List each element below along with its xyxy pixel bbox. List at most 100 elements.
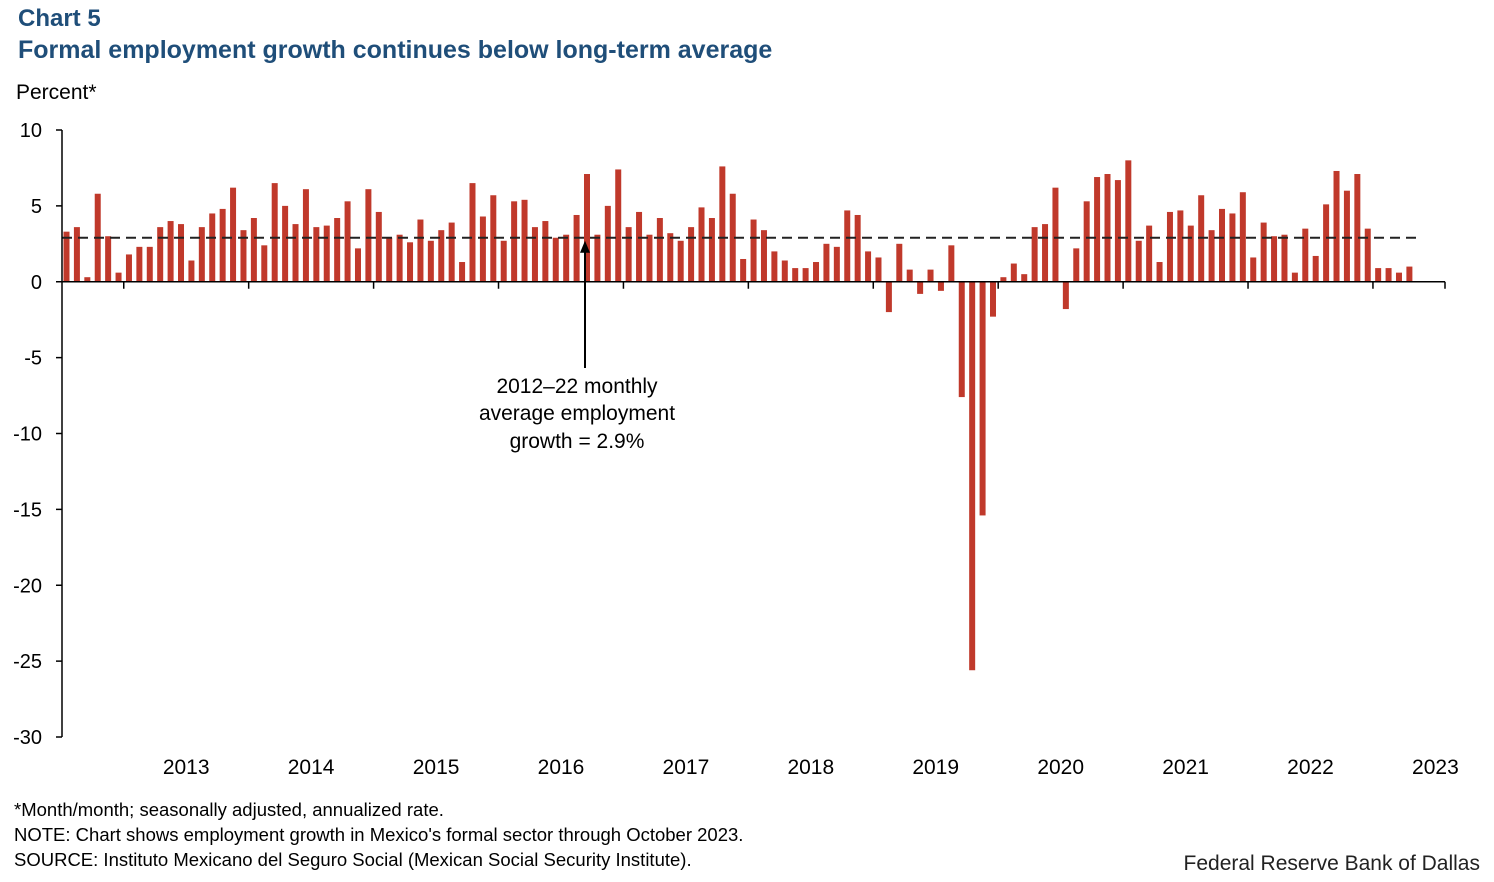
bar [365,189,372,282]
bar [167,221,174,282]
bar [1166,211,1173,282]
bar [188,260,195,282]
annotation-text-line-3: growth = 2.9% [510,430,645,453]
bar [656,218,663,282]
bar [1385,268,1392,282]
footnote: *Month/month; seasonally adjusted, annua… [14,799,444,820]
bar [677,240,684,282]
x-tick-label: 2014 [288,756,335,779]
bar [344,201,351,282]
bar [646,234,653,282]
y-tick-label: -15 [13,499,42,521]
credit-label: Federal Reserve Bank of Dallas [1183,852,1480,875]
annotation-text-line-1: 2012–22 monthly [496,375,658,398]
bar [948,245,955,282]
bar [1239,192,1246,282]
y-axis: 10 5 0 -5 -10 -15 -20 -25 -30 [13,120,62,749]
bar [1271,236,1278,282]
x-tick-label: 2018 [787,756,834,779]
bar [708,218,715,282]
bar [1260,222,1267,282]
bar [1395,272,1402,282]
y-tick-label: 0 [31,272,42,294]
bar [1010,263,1017,282]
annotation-arrow-head [580,240,590,253]
bar [219,208,226,282]
y-tick-label: 5 [31,196,42,218]
bar [1114,180,1121,282]
y-tick-label: -5 [24,348,42,370]
bar [386,237,393,282]
bar [906,269,913,282]
bar [1219,208,1226,282]
bar [927,269,934,282]
chart-notes: *Month/month; seasonally adjusted, annua… [14,797,743,872]
bar [271,183,278,282]
bar [178,224,185,282]
bar [240,230,247,282]
bar [833,246,840,282]
bar [865,251,872,282]
x-tick-label: 2023 [1412,756,1459,779]
bar [230,187,237,282]
bar [979,281,986,516]
bar [542,221,549,282]
bar [740,258,747,282]
bar [771,251,778,282]
bar [1333,170,1340,282]
bar [584,174,590,282]
bar [323,225,330,282]
bar [511,201,518,282]
bar [1104,174,1111,282]
bar [1062,281,1069,310]
bar [573,214,580,282]
bar-series [63,160,1413,671]
x-tick-label: 2016 [538,756,585,779]
bar [1354,174,1361,282]
y-axis-unit-label: Percent* [16,81,97,104]
bar [885,281,892,313]
bar [448,222,455,282]
bar [1146,225,1153,282]
bar [1083,201,1090,282]
bar [417,219,424,282]
bar [1125,160,1132,282]
bar [198,227,205,282]
bar [875,257,882,282]
bar [719,166,726,282]
x-tick-label: 2019 [912,756,959,779]
bar [157,227,164,282]
bar [688,227,695,282]
bar [531,227,538,282]
bar [1302,228,1309,282]
bar [282,205,289,282]
bar [1375,268,1382,282]
bar [1177,210,1184,282]
bar [896,243,903,282]
bar [84,277,91,282]
bar [1229,213,1236,282]
bar [1406,266,1413,282]
bar [479,216,486,282]
bar [594,234,601,282]
bar [750,219,757,282]
bar [792,268,799,282]
bar [813,262,820,282]
note: NOTE: Chart shows employment growth in M… [14,824,744,845]
bar [1021,274,1028,282]
bar [250,218,257,282]
bar [354,248,361,282]
x-tick-label: 2020 [1037,756,1084,779]
bar [1042,224,1049,282]
bar [1281,234,1288,282]
bar [490,195,497,282]
bar [625,227,632,282]
x-tick-label: 2015 [413,756,460,779]
bar [302,189,309,282]
bar [1031,227,1038,282]
average-annotation: 2012–22 monthly average employment growt… [479,240,675,453]
bar [1291,272,1298,282]
chart-number: Chart 5 [18,5,101,32]
x-axis: 2013 2014 2015 2016 2017 2018 2019 2020 2021 2022… [123,281,1459,779]
x-tick-label: 2022 [1287,756,1334,779]
